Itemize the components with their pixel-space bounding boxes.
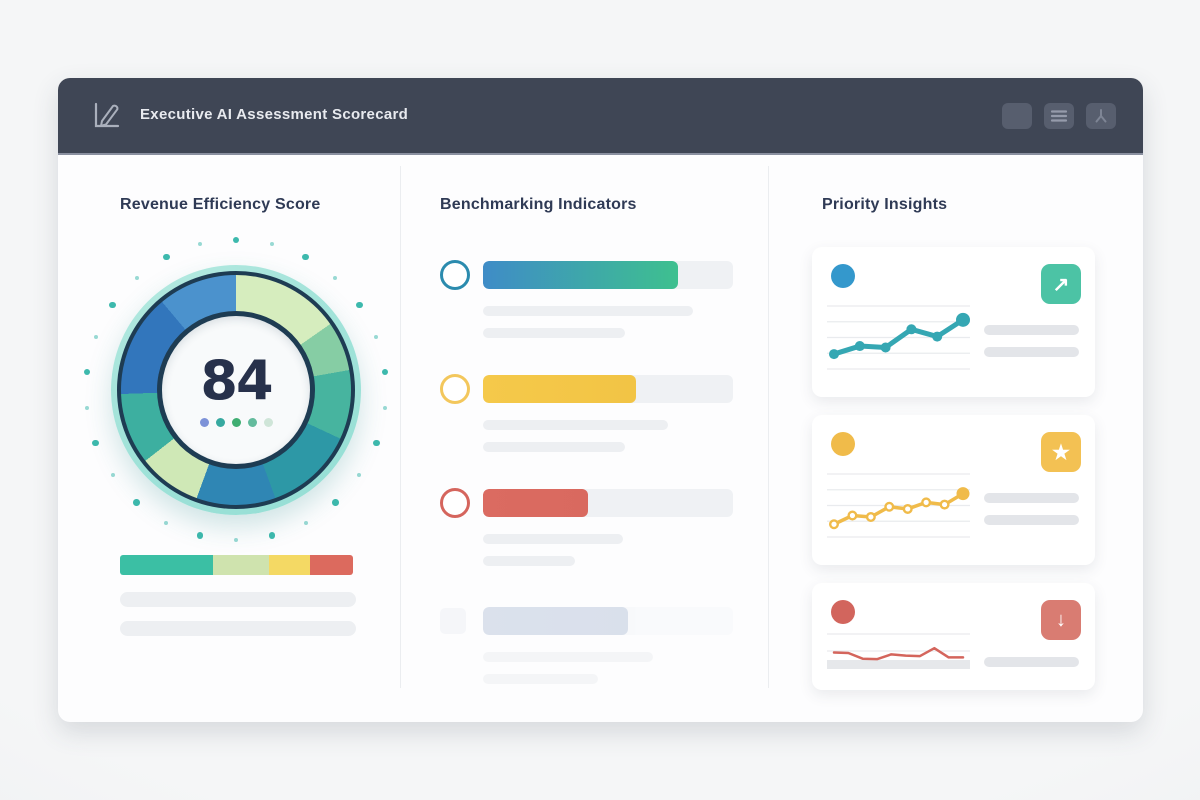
halo-dot	[333, 275, 338, 280]
trend-up-icon: ↗	[1041, 264, 1081, 304]
legend-segment	[269, 555, 310, 575]
arrow-down-icon: ↓	[1041, 600, 1081, 640]
halo-dot	[134, 275, 139, 280]
placeholder-line	[483, 420, 668, 430]
halo-dot	[356, 301, 363, 309]
legend-segment	[213, 555, 270, 575]
indicator-ring-icon[interactable]	[440, 374, 470, 404]
halo-dot	[93, 334, 98, 339]
indicator-bar-track	[483, 261, 733, 289]
indicator-bar-track	[483, 489, 733, 517]
indicator-ring-icon[interactable]	[440, 608, 466, 634]
score-heading: Revenue Efficiency Score	[120, 196, 321, 213]
gauge-center: 84	[162, 316, 310, 464]
scorecard-window: Executive AI Assessment Scorecard Revenu…	[58, 78, 1143, 722]
legend-segment	[309, 555, 353, 575]
menu-icon[interactable]	[1044, 103, 1074, 129]
star-icon: ★	[1041, 432, 1081, 472]
revenue-gauge: 84	[111, 265, 361, 515]
halo-dot	[269, 242, 274, 247]
insight-accent-dot	[831, 264, 855, 288]
halo-dot	[373, 439, 380, 447]
gauge-value: 84	[200, 348, 273, 412]
insight-card[interactable]: ★	[812, 415, 1095, 565]
halo-dot	[83, 368, 91, 376]
placeholder-line	[483, 556, 575, 566]
placeholder-line	[483, 652, 653, 662]
column-divider	[400, 166, 401, 688]
placeholder-line	[483, 328, 625, 338]
legend-segment	[120, 555, 214, 575]
placeholder-line	[120, 621, 356, 636]
halo-dot	[302, 253, 309, 261]
insights-heading: Priority Insights	[822, 196, 948, 213]
benchmark-row	[440, 607, 735, 703]
score-dot	[199, 417, 209, 427]
insight-sparkline	[827, 473, 970, 541]
insight-accent-dot	[831, 600, 855, 624]
insight-sparkline	[827, 305, 970, 373]
insight-sparkline	[827, 633, 970, 671]
indicator-bar-fill	[483, 607, 628, 635]
halo-dot	[382, 406, 387, 411]
halo-dot	[85, 406, 90, 411]
halo-dot	[268, 532, 276, 539]
halo-dot	[198, 242, 203, 247]
blank-button[interactable]	[1002, 103, 1032, 129]
placeholder-line	[120, 592, 356, 607]
column-divider	[768, 166, 769, 688]
indicator-bar-fill	[483, 489, 588, 517]
placeholder-line	[483, 442, 625, 452]
insight-accent-dot	[831, 432, 855, 456]
placeholder-line	[483, 534, 623, 544]
indicator-ring-icon[interactable]	[440, 488, 470, 518]
score-dot	[215, 417, 225, 427]
insight-card[interactable]: ↗	[812, 247, 1095, 397]
gauge-score-dots	[199, 417, 273, 427]
score-dot	[231, 417, 241, 427]
edit-chart-icon[interactable]	[88, 97, 124, 133]
benchmark-row	[440, 488, 735, 585]
halo-dot	[234, 538, 238, 542]
placeholder-line	[984, 347, 1079, 357]
placeholder-line	[984, 515, 1079, 525]
placeholder-line	[483, 306, 693, 316]
halo-dot	[374, 334, 379, 339]
titlebar-actions	[1002, 103, 1116, 129]
benchmark-row	[440, 260, 735, 357]
indicator-ring-icon[interactable]	[440, 260, 470, 290]
benchmark-row	[440, 374, 735, 471]
halo-dot	[164, 520, 169, 525]
share-icon[interactable]	[1086, 103, 1116, 129]
halo-dot	[110, 473, 115, 478]
halo-dot	[303, 520, 308, 525]
indicator-bar-fill	[483, 375, 636, 403]
halo-dot	[381, 368, 389, 376]
halo-dot	[133, 499, 140, 506]
halo-dot	[332, 499, 339, 506]
halo-dot	[109, 301, 116, 309]
halo-dot	[92, 439, 99, 447]
gauge-dotted-ring	[81, 235, 391, 545]
placeholder-line	[984, 325, 1079, 335]
score-legend-bar	[120, 555, 353, 575]
score-dot	[263, 417, 273, 427]
halo-dot	[196, 532, 204, 539]
halo-dot	[232, 236, 240, 244]
placeholder-line	[984, 493, 1079, 503]
halo-dot	[163, 253, 170, 261]
indicator-bar-track	[483, 375, 733, 403]
insight-card[interactable]: ↓	[812, 583, 1095, 690]
score-dot	[247, 417, 257, 427]
placeholder-line	[984, 657, 1079, 667]
halo-dot	[357, 473, 362, 478]
placeholder-line	[483, 674, 598, 684]
titlebar: Executive AI Assessment Scorecard	[58, 78, 1143, 155]
window-title: Executive AI Assessment Scorecard	[140, 106, 409, 123]
benchmarks-heading: Benchmarking Indicators	[440, 196, 637, 213]
indicator-bar-track	[483, 607, 733, 635]
indicator-bar-fill	[483, 261, 678, 289]
